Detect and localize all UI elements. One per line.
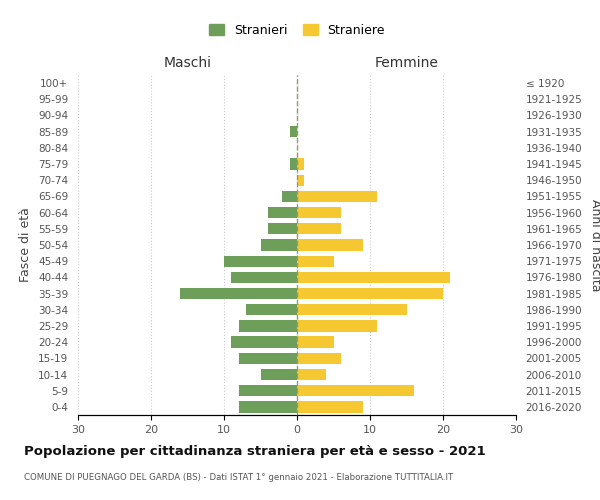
- Bar: [297, 304, 407, 316]
- Bar: [268, 207, 297, 218]
- Bar: [239, 385, 297, 396]
- Bar: [260, 240, 297, 250]
- Bar: [260, 369, 297, 380]
- Bar: [297, 401, 362, 412]
- Bar: [297, 272, 450, 283]
- Bar: [290, 158, 297, 170]
- Y-axis label: Fasce di età: Fasce di età: [19, 208, 32, 282]
- Bar: [246, 304, 297, 316]
- Bar: [297, 385, 414, 396]
- Bar: [283, 191, 297, 202]
- Bar: [297, 223, 341, 234]
- Bar: [297, 158, 304, 170]
- Bar: [232, 272, 297, 283]
- Bar: [232, 336, 297, 348]
- Text: COMUNE DI PUEGNAGO DEL GARDA (BS) - Dati ISTAT 1° gennaio 2021 - Elaborazione TU: COMUNE DI PUEGNAGO DEL GARDA (BS) - Dati…: [24, 472, 453, 482]
- Bar: [297, 320, 377, 332]
- Bar: [239, 352, 297, 364]
- Bar: [297, 288, 443, 299]
- Y-axis label: Anni di nascita: Anni di nascita: [589, 198, 600, 291]
- Text: Maschi: Maschi: [163, 56, 212, 70]
- Bar: [180, 288, 297, 299]
- Text: Femmine: Femmine: [374, 56, 439, 70]
- Bar: [297, 369, 326, 380]
- Bar: [268, 223, 297, 234]
- Bar: [297, 336, 334, 348]
- Bar: [297, 256, 334, 267]
- Bar: [239, 401, 297, 412]
- Bar: [297, 207, 341, 218]
- Bar: [297, 174, 304, 186]
- Legend: Stranieri, Straniere: Stranieri, Straniere: [205, 20, 389, 40]
- Bar: [297, 191, 377, 202]
- Bar: [297, 240, 362, 250]
- Text: Popolazione per cittadinanza straniera per età e sesso - 2021: Popolazione per cittadinanza straniera p…: [24, 445, 485, 458]
- Bar: [224, 256, 297, 267]
- Bar: [239, 320, 297, 332]
- Bar: [297, 352, 341, 364]
- Bar: [290, 126, 297, 138]
